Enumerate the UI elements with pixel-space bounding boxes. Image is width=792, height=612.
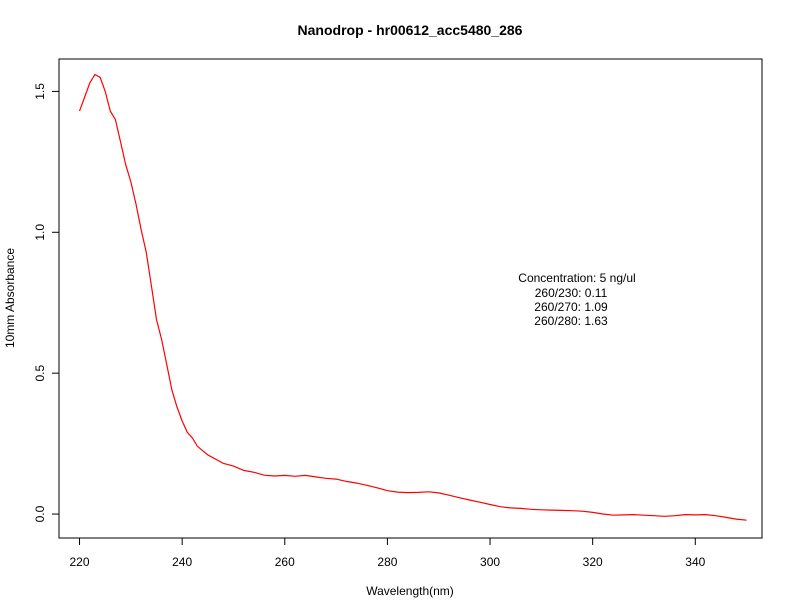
y-tick-label: 0.0 <box>33 505 47 522</box>
annotation-260-270: 260/270: 1.09 <box>534 300 608 314</box>
x-axis-label: Wavelength(nm) <box>366 584 454 598</box>
annotation-260-230: 260/230: 0.11 <box>535 286 608 300</box>
absorbance-series-line <box>78 73 747 521</box>
x-tick-label: 240 <box>172 555 192 569</box>
x-axis: 220 240 260 280 300 320 340 <box>70 537 706 569</box>
x-tick-label: 320 <box>583 555 603 569</box>
x-tick-label: 220 <box>70 555 90 569</box>
x-tick-label: 260 <box>275 555 295 569</box>
y-tick-label: 0.5 <box>33 365 47 382</box>
x-tick-label: 340 <box>685 555 705 569</box>
annotation-260-280: 260/280: 1.63 <box>534 314 608 328</box>
annotation-concentration: Concentration: 5 ng/ul <box>518 271 635 285</box>
y-tick-label: 1.5 <box>33 83 47 100</box>
y-axis-label: 10mm Absorbance <box>3 248 17 348</box>
x-tick-label: 280 <box>377 555 397 569</box>
y-axis: 0.0 0.5 1.0 1.5 <box>33 83 60 522</box>
plot-area <box>78 73 747 521</box>
y-tick-label: 1.0 <box>33 224 47 241</box>
x-tick-label: 300 <box>480 555 500 569</box>
chart-title: Nanodrop - hr00612_acc5480_286 <box>298 22 523 38</box>
annotation-block: Concentration: 5 ng/ul 260/230: 0.11 260… <box>518 271 635 328</box>
